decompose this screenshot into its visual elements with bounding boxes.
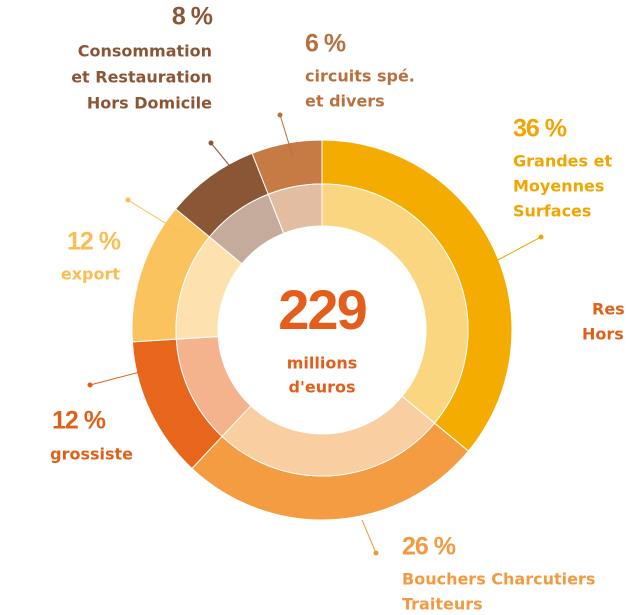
category-label: Surfaces [513, 202, 591, 221]
value-label: 26 % [402, 533, 456, 561]
donut [131, 139, 513, 521]
leader-dot [277, 112, 283, 118]
center-sub: millions [287, 354, 358, 373]
category-label: et divers [305, 92, 385, 111]
value-label: 8 % [172, 3, 213, 31]
leader-line [210, 142, 239, 177]
leader-dot [87, 382, 93, 388]
donut-hole [218, 226, 426, 434]
leader-line [279, 114, 294, 158]
category-label: Hors Domicile [87, 94, 212, 113]
leader-line [127, 199, 181, 233]
center-value: 229 [278, 278, 366, 341]
category-label: export [61, 265, 121, 284]
value-label: 12 % [52, 407, 106, 435]
leader-line [89, 371, 141, 386]
clipped-label: Hors [582, 325, 624, 344]
leader-line [361, 519, 377, 554]
center-sub: d'euros [289, 378, 356, 397]
value-label: 36 % [513, 115, 567, 143]
category-label: Consommation [78, 42, 212, 61]
value-label: 12 % [67, 228, 121, 256]
category-label: Traiteurs [402, 595, 483, 614]
leader-dot [538, 234, 544, 240]
category-label: Moyennes [513, 177, 604, 196]
leader-dot [125, 197, 131, 203]
category-label: et Restauration [71, 68, 212, 87]
value-label: 6 % [305, 30, 346, 58]
category-label: Grandes et [513, 152, 612, 171]
category-label: grossiste [50, 445, 133, 464]
category-label: circuits spé. [305, 67, 415, 86]
category-label: Bouchers Charcutiers [402, 570, 595, 589]
clipped-label: Res [592, 300, 625, 319]
leader-dot [208, 140, 214, 146]
leader-line [493, 236, 542, 263]
leader-dot [373, 550, 379, 556]
